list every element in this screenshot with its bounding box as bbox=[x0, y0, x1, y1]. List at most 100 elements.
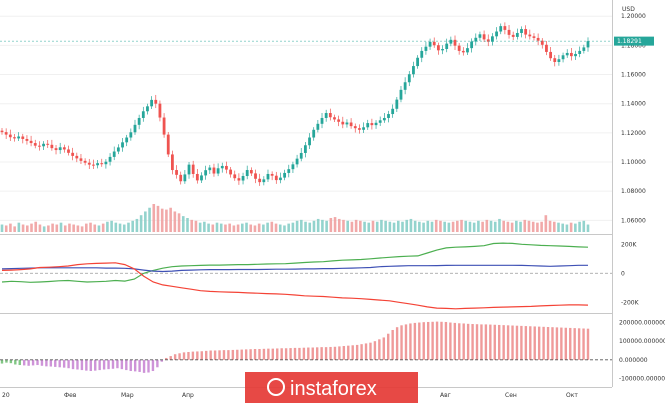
cot-series-line bbox=[1, 264, 588, 273]
volume-bar bbox=[194, 220, 198, 232]
net-bar bbox=[422, 322, 425, 360]
candle-body bbox=[200, 175, 203, 181]
net-bar bbox=[147, 359, 150, 373]
candle-body bbox=[75, 155, 79, 159]
price-tick-label: 1.10000 bbox=[621, 159, 646, 166]
candle-body bbox=[366, 123, 370, 128]
candle-body bbox=[108, 156, 112, 162]
volume-bar bbox=[17, 222, 21, 232]
volume-bar bbox=[371, 220, 375, 232]
volume-bar bbox=[304, 221, 307, 232]
net-bar bbox=[173, 354, 177, 360]
volume-bar bbox=[489, 220, 493, 232]
net-bar bbox=[369, 342, 372, 360]
candle-body bbox=[482, 34, 486, 40]
volume-bar bbox=[76, 225, 80, 232]
net-tick-label: 0.000000 bbox=[619, 357, 648, 364]
candle-body bbox=[420, 50, 424, 58]
net-axis-ticks: 200000.000000 100000.000000 0.000000 -10000… bbox=[619, 320, 665, 383]
candle-body bbox=[295, 158, 299, 165]
volume-bar bbox=[177, 213, 181, 232]
candle-body bbox=[67, 149, 70, 153]
net-bar bbox=[462, 323, 465, 360]
candle-body bbox=[100, 163, 104, 165]
candle-body bbox=[4, 132, 8, 135]
net-bar bbox=[280, 348, 283, 360]
volume-bar bbox=[30, 223, 33, 232]
volume-bar bbox=[215, 222, 219, 232]
volume-bar bbox=[190, 219, 194, 232]
volume-bar bbox=[232, 225, 236, 232]
net-bar bbox=[200, 351, 203, 360]
net-bar bbox=[431, 321, 434, 360]
price-tick-label: 1.20000 bbox=[621, 13, 646, 20]
net-bar bbox=[537, 326, 541, 360]
volume-bar bbox=[122, 224, 126, 232]
volume-bar bbox=[426, 220, 430, 232]
net-bar bbox=[324, 347, 328, 360]
candle-body bbox=[116, 147, 120, 152]
net-bar bbox=[298, 347, 301, 360]
net-bar bbox=[338, 346, 341, 360]
net-bar bbox=[387, 333, 390, 360]
volume-bar bbox=[257, 223, 261, 232]
volume-bar bbox=[434, 219, 438, 232]
volume-bar bbox=[278, 224, 282, 232]
volume-bar bbox=[186, 218, 189, 232]
volume-bar bbox=[312, 220, 316, 232]
current-price-label: 1.18291 bbox=[617, 38, 642, 45]
net-bar bbox=[564, 327, 568, 360]
net-bar bbox=[125, 359, 128, 371]
net-bar bbox=[94, 359, 97, 371]
volume-bar bbox=[97, 225, 101, 232]
net-bar bbox=[342, 346, 346, 360]
candle-body bbox=[220, 165, 224, 169]
net-bar bbox=[258, 349, 261, 360]
volume-bar bbox=[493, 221, 497, 232]
candle-body bbox=[241, 176, 245, 181]
candle-body bbox=[17, 136, 21, 139]
time-tick-label: Сен bbox=[505, 392, 517, 399]
volume-bar bbox=[472, 222, 476, 232]
volume-bar bbox=[127, 222, 130, 232]
net-bar bbox=[400, 325, 403, 360]
volume-bar bbox=[156, 205, 160, 232]
volume-bars bbox=[0, 204, 590, 232]
volume-bar bbox=[38, 224, 42, 232]
net-bar bbox=[271, 348, 275, 360]
watermark-bg bbox=[245, 372, 418, 403]
candle-body bbox=[287, 169, 291, 173]
net-bar bbox=[542, 326, 545, 360]
net-bar bbox=[586, 328, 590, 360]
price-tick-label: 1.06000 bbox=[621, 217, 646, 224]
candle-body bbox=[274, 175, 278, 181]
volume-bar bbox=[160, 208, 164, 232]
candle-body bbox=[245, 170, 249, 177]
volume-bar bbox=[557, 222, 560, 232]
net-bar bbox=[236, 349, 239, 360]
volume-bar bbox=[262, 224, 265, 232]
time-tick-label: 20 bbox=[2, 392, 10, 399]
candle-body bbox=[187, 164, 191, 175]
volume-bar bbox=[527, 220, 531, 232]
cot-axis-ticks: 200K 0 -200K bbox=[621, 241, 640, 306]
volume-bar bbox=[270, 221, 274, 232]
net-bars bbox=[0, 321, 590, 373]
net-bar bbox=[249, 349, 252, 360]
net-bar bbox=[511, 325, 514, 360]
candle-body bbox=[270, 173, 274, 176]
volume-bar bbox=[413, 220, 417, 232]
candle-body bbox=[358, 128, 361, 130]
candle-body bbox=[412, 66, 415, 75]
candle-body bbox=[266, 173, 270, 180]
candle-body bbox=[436, 45, 440, 51]
volume-bar bbox=[291, 222, 295, 232]
volume-bar bbox=[481, 221, 484, 232]
candle-body bbox=[0, 130, 4, 133]
candle-body bbox=[179, 174, 183, 182]
net-bar bbox=[515, 325, 519, 360]
candle-body bbox=[403, 82, 407, 90]
volume-bar bbox=[333, 217, 337, 232]
volume-bar bbox=[110, 220, 113, 232]
net-bar bbox=[329, 346, 332, 360]
